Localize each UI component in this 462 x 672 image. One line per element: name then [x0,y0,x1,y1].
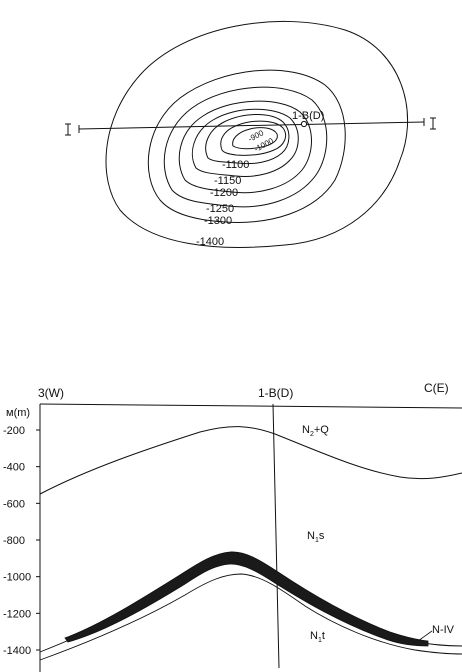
depth-axis-ticks: -200 -400 -600 -800 -1000 -1200 -1400 [3,425,40,657]
seam-leader [417,630,433,642]
contour-line-1200 [178,100,312,194]
section-line [78,121,425,130]
section-header-left: 3(W) [38,386,64,400]
unit-label-n1t: N1t [310,630,325,644]
unit-label-n2q: N2+Q [302,424,329,438]
contour-label: -1150 [214,175,241,187]
horizon-n2q-base [39,426,462,495]
depth-tick-label: -800 [3,535,25,547]
contour-label: -1400 [196,236,224,248]
section-header-center: 1-B(D) [258,386,293,400]
contour-labels: -900 -1000 -1100 -1150 -1200 -1250 -1300… [196,128,275,248]
section-endpoint-left [65,123,71,136]
cross-section: 3(W) 1-B(D) C(E) м(m) -200 -400 -600 -800 -1… [3,381,462,672]
depth-tick-label: -1000 [3,572,31,584]
depth-tick-label: -1400 [3,645,31,657]
contour-label: -1300 [204,215,232,227]
seam-n-iv [64,551,429,647]
well-symbol [300,120,308,128]
contour-line-1100 [205,114,290,165]
depth-unit-label: м(m) [6,407,30,419]
well-trace [272,403,280,669]
depth-tick-label: -200 [3,425,25,437]
structure-map [78,21,425,248]
section-header-right: C(E) [424,381,449,395]
section-top-line [39,403,462,409]
contour-line-1400 [105,21,408,248]
contour-line-1150 [191,108,299,177]
contour-label: -1100 [222,159,249,171]
contour-line-1250 [163,86,328,208]
horizon-lower-2 [39,573,462,661]
contour-label: -1200 [210,187,238,199]
unit-label-n1s: N1s [307,530,325,544]
contour-line-900 [232,127,278,150]
depth-tick-label: -1200 [3,608,31,620]
seam-label: N-IV [432,624,455,636]
contour-line-1300 [147,69,346,223]
section-endpoint-right [430,117,436,130]
depth-tick-label: -400 [3,462,25,474]
contour-line-1000 [220,120,287,156]
contour-label: -1250 [206,203,234,215]
depth-tick-label: -600 [3,498,25,510]
well-label: 1-B(D) [292,110,324,122]
